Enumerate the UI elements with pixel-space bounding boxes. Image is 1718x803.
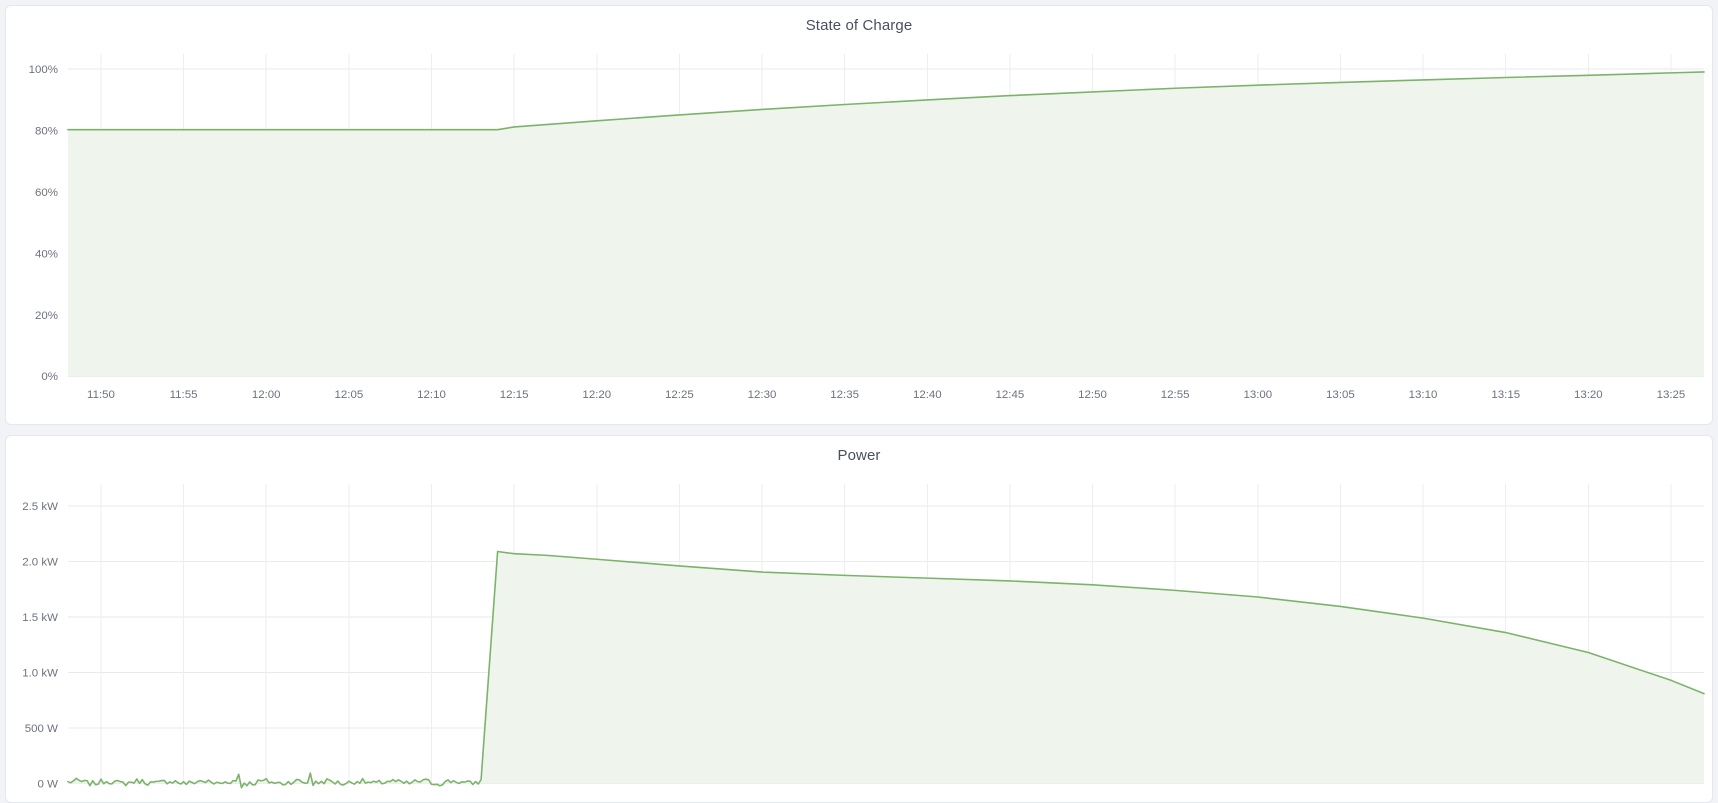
- x-axis-tick-label: 13:05: [1326, 389, 1355, 401]
- x-axis-tick-label: 13:25: [1657, 389, 1686, 401]
- y-axis-tick-label: 20%: [35, 310, 58, 322]
- power-chart[interactable]: 0 W 500 W 1.0 kW 1.5 kW 2.0 kW 2.5 kW: [6, 470, 1712, 802]
- x-axis-tick-label: 12:35: [830, 389, 859, 401]
- series-line: [67, 71, 1705, 131]
- x-axis-tick-label: 12:55: [1161, 389, 1190, 401]
- x-axis-tick-label: 12:25: [665, 389, 694, 401]
- x-axis-tick-label: 12:20: [582, 389, 611, 401]
- y-axis-tick-label: 0 W: [38, 778, 59, 790]
- x-axis-tick-label: 13:00: [1243, 389, 1272, 401]
- x-axis-tick-label: 13:15: [1491, 389, 1520, 401]
- power-panel: Power 0 W 500 W 1.0 kW 1.5 kW 2.0 kW 2.5 kW: [5, 434, 1713, 803]
- x-axis-tick-label: 12:15: [500, 389, 529, 401]
- x-axis-tick-label: 12:30: [748, 389, 777, 401]
- y-axis-tick-label: 60%: [35, 187, 58, 199]
- x-axis-tick-label: 12:50: [1078, 389, 1107, 401]
- x-axis-tick-label: 12:00: [252, 389, 281, 401]
- page-title: State of Charge: [805, 17, 913, 34]
- x-axis-tick-label: 12:45: [996, 389, 1025, 401]
- y-axis-tick-label: 1.5 kW: [22, 612, 58, 624]
- y-axis-tick-label: 2.5 kW: [22, 501, 58, 513]
- series-line: [67, 550, 1705, 789]
- state-of-charge-panel: State of Charge 0% 20% 40% 60% 80% 100% 11:50 1…: [5, 5, 1713, 425]
- y-axis-tick-label: 40%: [35, 248, 58, 260]
- x-axis-tick-label: 11:55: [170, 389, 198, 401]
- series-area-fill: [67, 551, 1705, 788]
- y-axis-tick-label: 500 W: [25, 723, 58, 735]
- y-axis-tick-label: 2.0 kW: [22, 556, 58, 568]
- soc-plot-svg: 0% 20% 40% 60% 80% 100% 11:50 11:55 12:00 12:05 12…: [29, 53, 1705, 401]
- x-axis-tick-label: 13:10: [1409, 389, 1438, 401]
- y-axis-tick-label: 80%: [35, 126, 58, 138]
- y-axis-tick-label: 100%: [29, 64, 58, 76]
- power-plot-svg: 0 W 500 W 1.0 kW 1.5 kW 2.0 kW 2.5 kW: [22, 483, 1705, 790]
- x-axis-tick-label: 12:05: [335, 389, 364, 401]
- x-axis-tick-label: 11:50: [87, 389, 115, 401]
- power-panel-title: Power: [837, 446, 881, 464]
- y-axis-tick-label: 1.0 kW: [22, 667, 58, 679]
- x-axis-tick-label: 12:40: [913, 389, 942, 401]
- x-axis-tick-label: 12:10: [417, 389, 446, 401]
- state-of-charge-chart[interactable]: 0% 20% 40% 60% 80% 100% 11:50 11:55 12:00 12:05 12…: [6, 40, 1712, 424]
- y-axis-tick-label: 0%: [41, 371, 58, 383]
- x-axis-tick-label: 13:20: [1574, 389, 1603, 401]
- series-area-fill: [67, 71, 1705, 377]
